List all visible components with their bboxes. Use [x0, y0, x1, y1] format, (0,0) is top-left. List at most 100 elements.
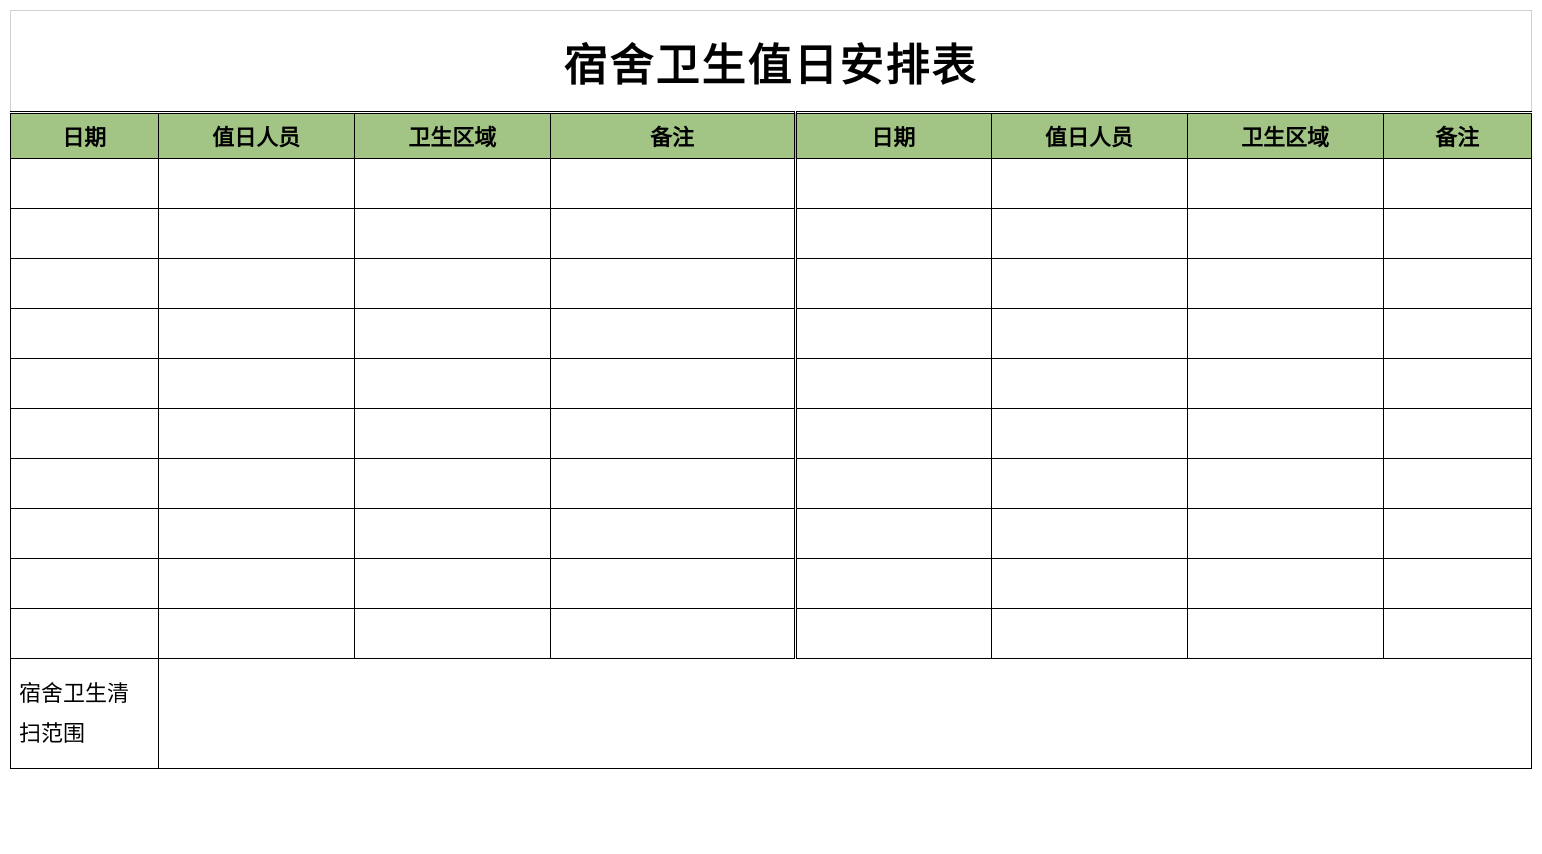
cell[interactable]	[795, 159, 991, 209]
cell[interactable]	[1187, 559, 1383, 609]
cell[interactable]	[355, 409, 551, 459]
cell[interactable]	[1384, 409, 1532, 459]
cell[interactable]	[11, 309, 159, 359]
cell[interactable]	[991, 159, 1187, 209]
cell[interactable]	[795, 609, 991, 659]
cell[interactable]	[11, 609, 159, 659]
cell[interactable]	[158, 409, 354, 459]
cell[interactable]	[1384, 159, 1532, 209]
cell[interactable]	[355, 159, 551, 209]
cell[interactable]	[551, 509, 795, 559]
cell[interactable]	[1187, 459, 1383, 509]
schedule-table: 日期 值日人员 卫生区域 备注 日期 值日人员 卫生区域 备注 宿舍卫生清扫范围	[10, 111, 1532, 769]
col-header-note-left: 备注	[551, 113, 795, 159]
footer-label: 宿舍卫生清扫范围	[11, 659, 159, 769]
col-header-person-right: 值日人员	[991, 113, 1187, 159]
cell[interactable]	[1187, 209, 1383, 259]
cell[interactable]	[795, 259, 991, 309]
cell[interactable]	[795, 509, 991, 559]
page-title: 宿舍卫生值日安排表	[564, 41, 978, 90]
table-row	[11, 359, 1532, 409]
cell[interactable]	[11, 209, 159, 259]
col-header-area-right: 卫生区域	[1187, 113, 1383, 159]
cell[interactable]	[158, 459, 354, 509]
cell[interactable]	[1384, 209, 1532, 259]
cell[interactable]	[795, 359, 991, 409]
cell[interactable]	[551, 309, 795, 359]
cell[interactable]	[991, 609, 1187, 659]
cell[interactable]	[355, 359, 551, 409]
cell[interactable]	[551, 159, 795, 209]
cell[interactable]	[795, 209, 991, 259]
table-row	[11, 459, 1532, 509]
col-header-date-left: 日期	[11, 113, 159, 159]
cell[interactable]	[1384, 559, 1532, 609]
cell[interactable]	[355, 459, 551, 509]
cell[interactable]	[158, 609, 354, 659]
cell[interactable]	[795, 559, 991, 609]
cell[interactable]	[158, 209, 354, 259]
cell[interactable]	[11, 559, 159, 609]
cell[interactable]	[551, 409, 795, 459]
col-header-date-right: 日期	[795, 113, 991, 159]
cell[interactable]	[1187, 609, 1383, 659]
cell[interactable]	[551, 459, 795, 509]
cell[interactable]	[1384, 259, 1532, 309]
footer-row: 宿舍卫生清扫范围	[11, 659, 1532, 769]
table-row	[11, 209, 1532, 259]
cell[interactable]	[991, 359, 1187, 409]
cell[interactable]	[11, 159, 159, 209]
cell[interactable]	[1384, 359, 1532, 409]
cell[interactable]	[355, 559, 551, 609]
cell[interactable]	[355, 509, 551, 559]
col-header-person-left: 值日人员	[158, 113, 354, 159]
cell[interactable]	[551, 559, 795, 609]
cell[interactable]	[991, 559, 1187, 609]
cell[interactable]	[158, 309, 354, 359]
cell[interactable]	[795, 309, 991, 359]
cell[interactable]	[1384, 309, 1532, 359]
table-row	[11, 409, 1532, 459]
cell[interactable]	[158, 359, 354, 409]
cell[interactable]	[991, 409, 1187, 459]
cell[interactable]	[795, 409, 991, 459]
cell[interactable]	[1187, 409, 1383, 459]
cell[interactable]	[1187, 309, 1383, 359]
cell[interactable]	[991, 259, 1187, 309]
cell[interactable]	[11, 459, 159, 509]
cell[interactable]	[158, 559, 354, 609]
cell[interactable]	[1384, 459, 1532, 509]
cell[interactable]	[551, 609, 795, 659]
cell[interactable]	[991, 509, 1187, 559]
cell[interactable]	[355, 309, 551, 359]
cell[interactable]	[11, 409, 159, 459]
table-row	[11, 159, 1532, 209]
cell[interactable]	[1384, 609, 1532, 659]
cell[interactable]	[11, 509, 159, 559]
cell[interactable]	[795, 459, 991, 509]
cell[interactable]	[355, 209, 551, 259]
cell[interactable]	[355, 259, 551, 309]
cell[interactable]	[991, 459, 1187, 509]
cell[interactable]	[355, 609, 551, 659]
footer-content[interactable]	[158, 659, 1531, 769]
cell[interactable]	[11, 259, 159, 309]
cell[interactable]	[158, 509, 354, 559]
cell[interactable]	[551, 259, 795, 309]
title-row: 宿舍卫生值日安排表	[10, 10, 1532, 111]
col-header-note-right: 备注	[1384, 113, 1532, 159]
cell[interactable]	[1187, 509, 1383, 559]
cell[interactable]	[551, 209, 795, 259]
cell[interactable]	[991, 309, 1187, 359]
cell[interactable]	[551, 359, 795, 409]
cell[interactable]	[1187, 259, 1383, 309]
table-row	[11, 559, 1532, 609]
cell[interactable]	[158, 159, 354, 209]
cell[interactable]	[158, 259, 354, 309]
cell[interactable]	[1384, 509, 1532, 559]
table-row	[11, 309, 1532, 359]
cell[interactable]	[11, 359, 159, 409]
cell[interactable]	[991, 209, 1187, 259]
cell[interactable]	[1187, 359, 1383, 409]
cell[interactable]	[1187, 159, 1383, 209]
